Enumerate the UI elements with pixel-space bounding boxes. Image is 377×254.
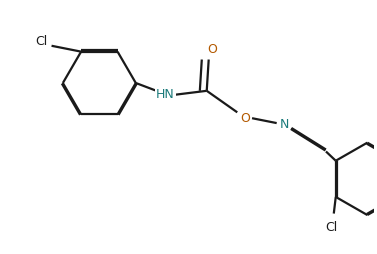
- Text: Cl: Cl: [35, 35, 48, 48]
- Text: HN: HN: [156, 88, 175, 101]
- Text: O: O: [208, 43, 218, 56]
- Text: O: O: [240, 112, 250, 125]
- Text: Cl: Cl: [326, 221, 338, 234]
- Text: N: N: [280, 118, 289, 131]
